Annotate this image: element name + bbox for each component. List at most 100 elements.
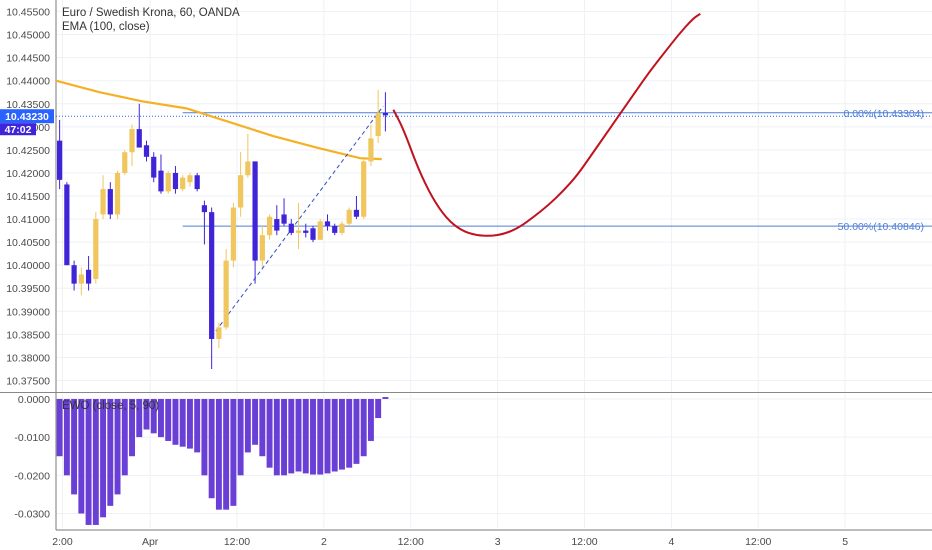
ewo-bar — [353, 398, 360, 464]
candle-body — [324, 221, 331, 226]
x-tick-label: 2:00 — [52, 536, 73, 548]
fib-level-label: 50.00%(10.40846) — [838, 221, 924, 233]
candle-body — [85, 269, 92, 284]
price-badge-value: 10.43230 — [5, 111, 49, 123]
countdown-box — [0, 123, 36, 136]
candle-body — [78, 274, 84, 284]
x-tick-label: Apr — [142, 536, 159, 548]
projection-curve — [392, 12, 701, 237]
ewo-bar — [288, 398, 295, 474]
trend-line — [211, 105, 384, 337]
ewo-bar — [266, 398, 273, 468]
candle-body — [180, 177, 186, 190]
candle-body — [158, 170, 164, 192]
ewo-bar — [360, 398, 367, 457]
candle-body — [100, 189, 106, 215]
ewo-bar — [230, 398, 237, 506]
osc-y-tick-label: 0.0000 — [18, 394, 50, 406]
candle-body — [281, 214, 287, 224]
x-tick-label: 12:00 — [745, 536, 771, 548]
y-axis-ticks: 10.45500 10.45000 10.44500 10.44000 10.43500… — [6, 7, 50, 521]
ewo-bar — [78, 398, 85, 514]
ewo-bar — [252, 398, 259, 445]
price-badge-box[interactable] — [0, 109, 54, 124]
ewo-bar — [208, 398, 215, 499]
ewo-bar — [237, 398, 244, 476]
ewo-bar — [317, 398, 324, 475]
ewo-bar — [158, 398, 164, 438]
countdown-value: 47:02 — [5, 124, 32, 136]
candle-body — [194, 175, 200, 190]
y-tick-label: 10.44000 — [6, 76, 50, 88]
ewo-bar — [346, 398, 353, 468]
ewo-bar — [310, 398, 316, 475]
y-tick-label: 10.41500 — [6, 191, 50, 203]
y-tick-label: 10.38000 — [6, 352, 50, 364]
ewo-bar — [382, 397, 389, 399]
candle-body — [252, 161, 258, 261]
candle-body — [353, 209, 360, 217]
ewo-bar — [223, 398, 230, 510]
ewo-indicator-label: EWO (close, 5, 90) — [62, 400, 159, 412]
ewo-bar — [281, 398, 288, 476]
y-tick-label: 10.40000 — [6, 260, 50, 272]
candle-body — [93, 219, 99, 280]
ewo-bar — [244, 398, 251, 453]
ewo-bar — [100, 398, 107, 518]
ewo-bar — [186, 398, 193, 449]
y-tick-label: 10.44500 — [6, 53, 50, 65]
candle-body — [136, 129, 142, 148]
candle-body — [375, 112, 381, 137]
candle-body — [187, 175, 193, 183]
axes — [0, 0, 932, 531]
ewo-bar — [143, 398, 150, 430]
ewo-bar — [136, 398, 143, 438]
candle-body — [172, 172, 179, 190]
ema-layer — [55, 79, 382, 161]
ewo-bar — [165, 398, 172, 441]
candle-body — [238, 175, 244, 208]
candle-body — [310, 228, 316, 240]
candle-body — [230, 207, 236, 261]
y-tick-label: 10.41000 — [6, 214, 50, 226]
ewo-bar — [56, 398, 63, 457]
x-tick-label: 5 — [842, 536, 848, 548]
y-tick-label: 10.37500 — [6, 375, 50, 387]
candle-body — [64, 184, 70, 266]
candle-body — [107, 189, 113, 215]
x-axis-ticks: 2:00 Apr 12:00 2 12:00 3 12:00 4 12:00 5 — [52, 536, 848, 548]
candle-body — [122, 152, 128, 173]
ewo-bar — [107, 398, 114, 506]
y-tick-label: 10.38500 — [6, 329, 50, 341]
ewo-bar — [114, 398, 121, 495]
fib-level-label: 0.00%(10.43304) — [843, 108, 924, 120]
osc-y-tick-label: -0.0200 — [14, 470, 50, 482]
grid — [56, 0, 932, 528]
candle-body — [332, 225, 338, 233]
ewo-bar — [92, 398, 99, 525]
y-tick-label: 10.42500 — [6, 145, 50, 157]
ewo-bar — [331, 398, 338, 472]
ewo-bar — [302, 398, 309, 474]
candle-body — [339, 223, 345, 233]
candle-body — [151, 156, 157, 178]
ema-line — [55, 79, 382, 161]
candle-body — [303, 230, 309, 233]
candle-body — [317, 221, 323, 240]
fib-levels: 0.00%(10.43304) 50.00%(10.40846) — [56, 108, 932, 233]
candle-body — [209, 212, 215, 339]
ewo-bar — [215, 398, 222, 510]
ewo-bar — [259, 398, 266, 457]
candle-body — [201, 205, 208, 213]
candle-body — [295, 230, 302, 233]
candle-body — [129, 129, 135, 153]
osc-y-tick-label: -0.0100 — [14, 432, 50, 444]
trend-layer — [211, 105, 384, 337]
candle-body — [368, 138, 374, 162]
candle-body — [346, 209, 352, 224]
ewo-bar — [129, 398, 135, 457]
x-tick-label: 12:00 — [224, 536, 250, 548]
candle-body — [288, 223, 294, 233]
